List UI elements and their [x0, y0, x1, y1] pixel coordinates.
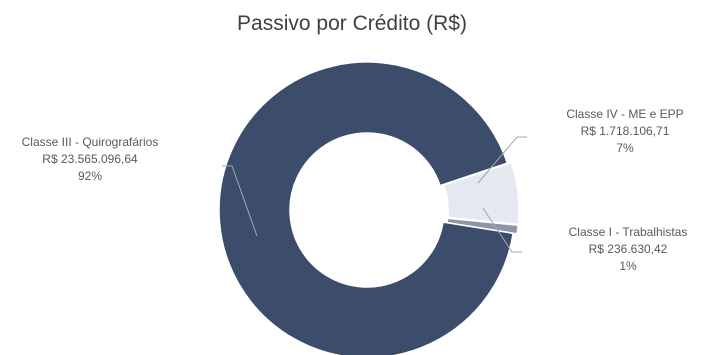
leader-line — [482, 207, 522, 253]
slice-label-percent: 92% — [78, 169, 102, 183]
slice-label-name: Classe III - Quirografários — [22, 135, 159, 149]
donut-slice — [443, 161, 520, 226]
slice-label-name: Classe I - Trabalhistas — [569, 225, 688, 239]
slice-label-amount: R$ 23.565.096,64 — [42, 152, 138, 166]
slice-label-percent: 7% — [616, 141, 634, 155]
donut-slice — [218, 61, 515, 355]
slice-label-amount: R$ 1.718.106,71 — [581, 124, 670, 138]
slice-label-name: Classe IV - ME e EPP — [566, 107, 683, 121]
leader-line — [477, 136, 527, 184]
leader-line — [222, 165, 258, 237]
chart-title: Passivo por Crédito (R$) — [237, 12, 467, 35]
slice-label-amount: R$ 236.630,42 — [589, 242, 668, 256]
slice-label-percent: 1% — [619, 259, 637, 273]
